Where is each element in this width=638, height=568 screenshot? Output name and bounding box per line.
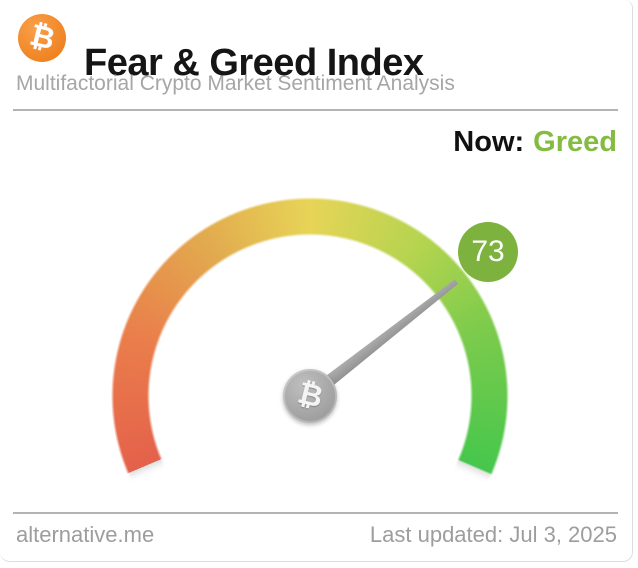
page-subtitle: Multifactorial Crypto Market Sentiment A… (16, 72, 455, 95)
bitcoin-coin-icon: ₿ (283, 369, 337, 423)
now-label: Now: (453, 126, 525, 158)
last-updated: Last updated: Jul 3, 2025 (369, 522, 617, 547)
page-title: Fear & Greed Index (84, 42, 424, 85)
now-row: Now: Greed (453, 126, 617, 159)
now-value: Greed (533, 126, 617, 158)
site-link[interactable]: alternative.me (16, 522, 155, 547)
header-divider (13, 109, 618, 111)
gauge-value-badge: 73 (458, 222, 518, 282)
bitcoin-glyph: ₿ (26, 17, 59, 58)
footer-divider (13, 512, 618, 514)
bitcoin-icon: ₿ (18, 14, 66, 62)
pivot-bitcoin-glyph: ₿ (294, 375, 327, 416)
